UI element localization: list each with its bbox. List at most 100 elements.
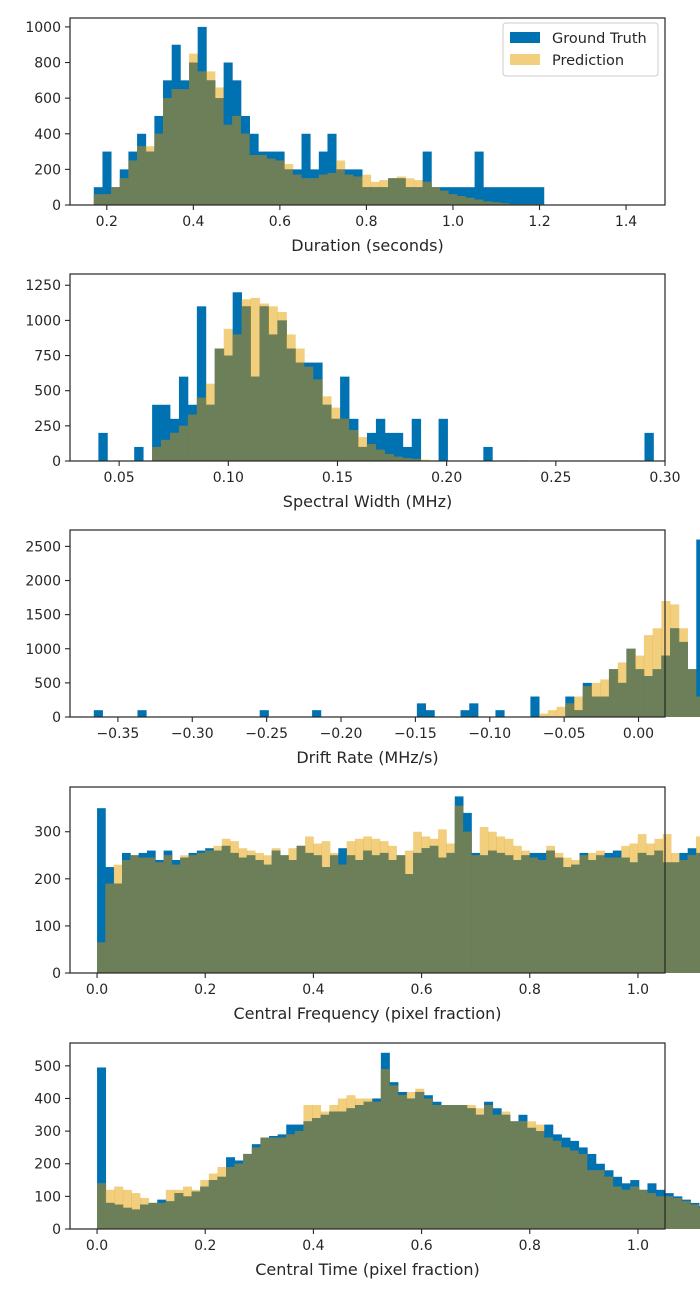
overlap-bar xyxy=(496,852,506,973)
overlap-bar xyxy=(200,1186,210,1229)
axes-frame xyxy=(69,529,666,718)
overlap-bar xyxy=(246,855,256,973)
overlap-bar xyxy=(303,1121,313,1229)
ground-truth-bar xyxy=(375,418,386,461)
x-tick-label: 0.15 xyxy=(322,470,353,486)
overlap-bar xyxy=(275,160,285,205)
legend-swatch xyxy=(510,54,540,65)
overlap-bar xyxy=(122,859,131,973)
overlap-bar xyxy=(329,1111,339,1229)
overlap-bar xyxy=(483,201,493,205)
y-tick-label: 0 xyxy=(52,966,61,982)
ground-truth-bar xyxy=(517,187,527,205)
overlap-bar xyxy=(284,169,294,205)
overlap-bar xyxy=(189,62,199,206)
overlap-bar xyxy=(155,862,164,973)
overlap-bar xyxy=(277,320,287,461)
ground-truth-bar xyxy=(259,710,269,717)
y-tick-label: 500 xyxy=(34,384,61,400)
ground-truth-bar xyxy=(535,187,545,205)
axes-frame xyxy=(69,1042,666,1230)
x-tick-label: 1.0 xyxy=(627,1238,649,1254)
y-tick-label: 0 xyxy=(52,710,61,726)
overlap-bar xyxy=(604,857,614,973)
overlap-bar xyxy=(344,174,354,205)
overlap-bar xyxy=(213,850,223,973)
overlap-bar xyxy=(122,1207,132,1229)
overlap-bar xyxy=(544,1137,554,1229)
prediction-bar xyxy=(539,713,549,717)
x-axis-label: Drift Rate (MHz/s) xyxy=(296,748,438,767)
overlap-bar xyxy=(145,151,155,205)
overlap-bar xyxy=(295,362,305,461)
overlap-bar xyxy=(249,155,259,205)
overlap-bar xyxy=(626,648,636,717)
overlap-bar xyxy=(338,864,348,973)
overlap-bar xyxy=(438,857,447,973)
y-tick-label: 0 xyxy=(52,454,61,470)
overlap-bar xyxy=(370,187,380,205)
overlap-bar xyxy=(97,942,106,973)
ground-truth-bar xyxy=(526,187,536,205)
ground-truth-bar xyxy=(465,187,475,205)
x-tick-label: 0.2 xyxy=(96,214,118,230)
overlap-bar xyxy=(398,1095,408,1229)
overlap-bar xyxy=(268,334,278,461)
ground-truth-bar xyxy=(152,404,162,461)
ground-truth-bar xyxy=(483,446,493,461)
overlap-bar xyxy=(488,850,497,973)
overlap-bar xyxy=(613,1186,623,1229)
overlap-bar xyxy=(340,418,350,461)
y-tick-label: 1000 xyxy=(25,20,61,36)
y-tick-label: 1000 xyxy=(25,313,61,329)
overlap-bar xyxy=(652,669,662,717)
y-tick-label: 200 xyxy=(34,1157,61,1173)
overlap-bar xyxy=(664,1196,674,1229)
overlap-bar xyxy=(171,864,181,973)
overlap-bar xyxy=(690,1204,700,1229)
overlap-bar xyxy=(449,1105,459,1229)
overlap-bar xyxy=(318,174,328,205)
legend: Ground Truth Prediction xyxy=(502,22,659,77)
overlap-bar xyxy=(137,146,147,205)
y-tick-label: 400 xyxy=(34,127,61,143)
overlap-bar xyxy=(504,855,514,973)
overlap-bar xyxy=(379,852,389,973)
overlap-bar xyxy=(214,348,225,461)
overlap-bar xyxy=(570,1150,580,1229)
y-tick-label: 500 xyxy=(34,1059,61,1075)
x-axis-label: Central Time (pixel fraction) xyxy=(255,1260,479,1279)
overlap-bar xyxy=(363,850,372,973)
ground-truth-bar xyxy=(483,187,493,205)
ground-truth-bar xyxy=(196,306,207,461)
overlap-bar xyxy=(346,855,356,973)
x-tick-label: −0.25 xyxy=(245,726,288,742)
overlap-bar xyxy=(131,1209,141,1229)
x-axis-label: Duration (seconds) xyxy=(291,236,443,255)
overlap-bar xyxy=(105,883,115,973)
ground-truth-bar xyxy=(509,187,519,205)
overlap-bar xyxy=(255,859,264,973)
x-tick-label: 0.0 xyxy=(86,1238,108,1254)
overlap-bar xyxy=(187,414,198,461)
overlap-bar xyxy=(102,194,112,205)
overlap-bar xyxy=(384,453,395,461)
overlap-bar xyxy=(492,1114,502,1229)
overlap-bar xyxy=(286,348,296,461)
overlap-bar xyxy=(431,187,441,205)
overlap-bar xyxy=(93,194,103,205)
y-tick-label: 0 xyxy=(52,1222,61,1238)
overlap-bar xyxy=(574,710,584,717)
overlap-bar xyxy=(554,857,564,973)
overlap-bar xyxy=(670,628,680,717)
overlap-bar xyxy=(647,1193,657,1229)
overlap-bar xyxy=(479,855,489,973)
y-tick-label: 1500 xyxy=(25,608,61,624)
overlap-bar xyxy=(552,1140,562,1229)
overlap-bar xyxy=(327,172,337,205)
overlap-bar xyxy=(251,1147,261,1229)
overlap-bar xyxy=(375,449,386,461)
overlap-bar xyxy=(646,855,655,973)
overlap-bar xyxy=(629,862,639,973)
overlap-bar xyxy=(681,1201,691,1229)
